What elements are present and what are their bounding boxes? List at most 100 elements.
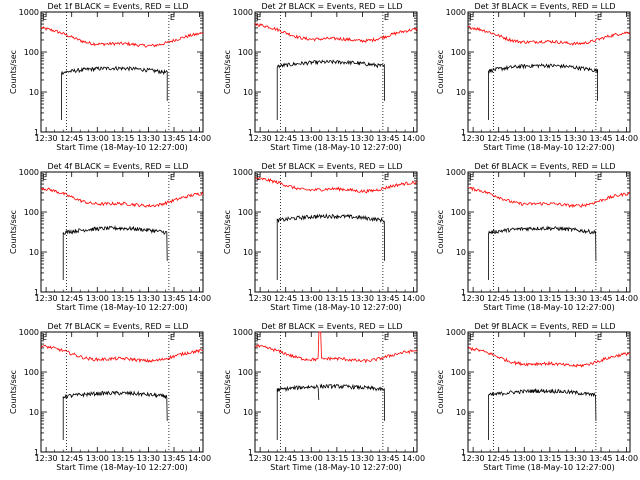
edge-label: E <box>469 13 474 22</box>
x-tick-label: 13:30 <box>564 134 587 143</box>
x-tick-label: 13:45 <box>162 294 185 303</box>
x-tick-label: 13:45 <box>589 454 612 463</box>
plot-frame <box>467 11 631 133</box>
plot-frame <box>254 11 418 133</box>
events-series-line <box>276 384 320 440</box>
edge-label: E <box>597 333 602 342</box>
panel-title: Det 3f BLACK = Events, RED = LLD <box>474 2 615 11</box>
y-tick-label: 10 <box>29 88 39 97</box>
y-tick-label: 100 <box>238 368 253 377</box>
edge-label: E <box>597 13 602 22</box>
x-tick-label: 14:00 <box>615 294 638 303</box>
y-tick-label: 100 <box>451 368 466 377</box>
x-axis-label: Start Time (18-May-10 12:27:00) <box>270 303 401 312</box>
x-tick-label: 12:45 <box>60 454 83 463</box>
lld-series-line <box>467 25 631 46</box>
x-tick-label: 12:30 <box>462 294 485 303</box>
plot-frame <box>40 331 204 453</box>
y-tick-label: 1 <box>248 448 253 457</box>
x-axis-label: Start Time (18-May-10 12:27:00) <box>270 463 401 472</box>
x-tick-label: 13:00 <box>86 454 109 463</box>
y-tick-label: 1 <box>248 288 253 297</box>
y-axis-label: Counts/sec <box>436 370 445 414</box>
edge-label: E <box>170 13 175 22</box>
y-tick-label: 1000 <box>446 168 466 177</box>
y-tick-label: 100 <box>24 48 39 57</box>
x-tick-label: 13:15 <box>111 134 134 143</box>
x-tick-label: 12:30 <box>35 454 58 463</box>
x-tick-label: 14:00 <box>402 454 425 463</box>
events-series-line <box>319 383 385 421</box>
y-tick-label: 10 <box>456 248 466 257</box>
x-tick-label: 12:45 <box>487 294 510 303</box>
x-tick-label: 13:45 <box>589 134 612 143</box>
x-tick-label: 13:00 <box>86 294 109 303</box>
x-tick-label: 12:30 <box>462 454 485 463</box>
y-tick-label: 100 <box>451 208 466 217</box>
x-tick-label: 13:30 <box>137 454 160 463</box>
y-tick-label: 10 <box>243 408 253 417</box>
x-tick-label: 13:45 <box>162 454 185 463</box>
events-series-line <box>61 65 168 120</box>
panel-det-6: Det 6f BLACK = Events, RED = LLD 1 10 100 10… <box>436 162 638 312</box>
edge-label: E <box>384 13 389 22</box>
edge-label: E <box>42 333 47 342</box>
x-tick-label: 13:30 <box>564 294 587 303</box>
x-tick-label: 12:45 <box>487 454 510 463</box>
panel-title: Det 5f BLACK = Events, RED = LLD <box>261 162 402 171</box>
panel-det-7: Det 7f BLACK = Events, RED = LLD 1 10 100 10… <box>9 322 211 472</box>
x-tick-label: 12:30 <box>35 134 58 143</box>
x-tick-label: 13:00 <box>513 134 536 143</box>
panel-title: Det 8f BLACK = Events, RED = LLD <box>261 322 402 331</box>
edge-label: E <box>597 173 602 182</box>
edge-label: E <box>384 173 389 182</box>
x-tick-label: 12:30 <box>35 294 58 303</box>
x-tick-label: 13:15 <box>538 294 561 303</box>
x-axis-label: Start Time (18-May-10 12:27:00) <box>483 463 614 472</box>
x-tick-label: 12:45 <box>60 294 83 303</box>
edge-label: E <box>170 173 175 182</box>
x-axis-label: Start Time (18-May-10 12:27:00) <box>483 303 614 312</box>
x-tick-label: 13:00 <box>513 454 536 463</box>
plot-frame <box>467 331 631 453</box>
y-axis-label: Counts/sec <box>436 50 445 94</box>
y-axis-label: Counts/sec <box>223 370 232 414</box>
x-tick-label: 13:30 <box>351 294 374 303</box>
x-axis-label: Start Time (18-May-10 12:27:00) <box>56 463 187 472</box>
edge-label: E <box>256 333 261 342</box>
x-tick-label: 13:15 <box>325 454 348 463</box>
y-tick-label: 1000 <box>446 328 466 337</box>
x-tick-label: 12:45 <box>274 294 297 303</box>
y-tick-label: 1 <box>34 128 39 137</box>
y-tick-label: 100 <box>238 48 253 57</box>
y-tick-label: 1 <box>461 128 466 137</box>
x-tick-label: 13:00 <box>300 134 323 143</box>
x-tick-label: 13:45 <box>376 294 399 303</box>
edge-label: E <box>256 173 261 182</box>
edge-label: E <box>469 333 474 342</box>
x-tick-label: 13:45 <box>376 134 399 143</box>
lld-series-line <box>467 186 631 209</box>
x-axis-label: Start Time (18-May-10 12:27:00) <box>483 143 614 152</box>
x-tick-label: 13:45 <box>376 454 399 463</box>
plot-frame <box>254 331 418 453</box>
y-tick-label: 1 <box>248 128 253 137</box>
x-tick-label: 12:45 <box>274 454 297 463</box>
x-tick-label: 13:45 <box>162 134 185 143</box>
plot-frame <box>40 11 204 133</box>
y-tick-label: 1 <box>461 448 466 457</box>
x-tick-label: 14:00 <box>402 134 425 143</box>
y-tick-label: 1000 <box>19 8 39 17</box>
lld-series-line <box>40 26 204 48</box>
plot-frame <box>254 171 418 293</box>
y-tick-label: 1000 <box>19 168 39 177</box>
y-tick-label: 1000 <box>233 168 253 177</box>
y-tick-label: 10 <box>243 248 253 257</box>
y-tick-label: 1000 <box>446 8 466 17</box>
y-tick-label: 10 <box>456 408 466 417</box>
panel-det-9: Det 9f BLACK = Events, RED = LLD 1 10 100 10… <box>436 322 638 472</box>
panel-title: Det 7f BLACK = Events, RED = LLD <box>47 322 188 331</box>
events-series-line <box>62 390 168 440</box>
x-tick-label: 14:00 <box>615 134 638 143</box>
y-axis-label: Counts/sec <box>436 210 445 254</box>
